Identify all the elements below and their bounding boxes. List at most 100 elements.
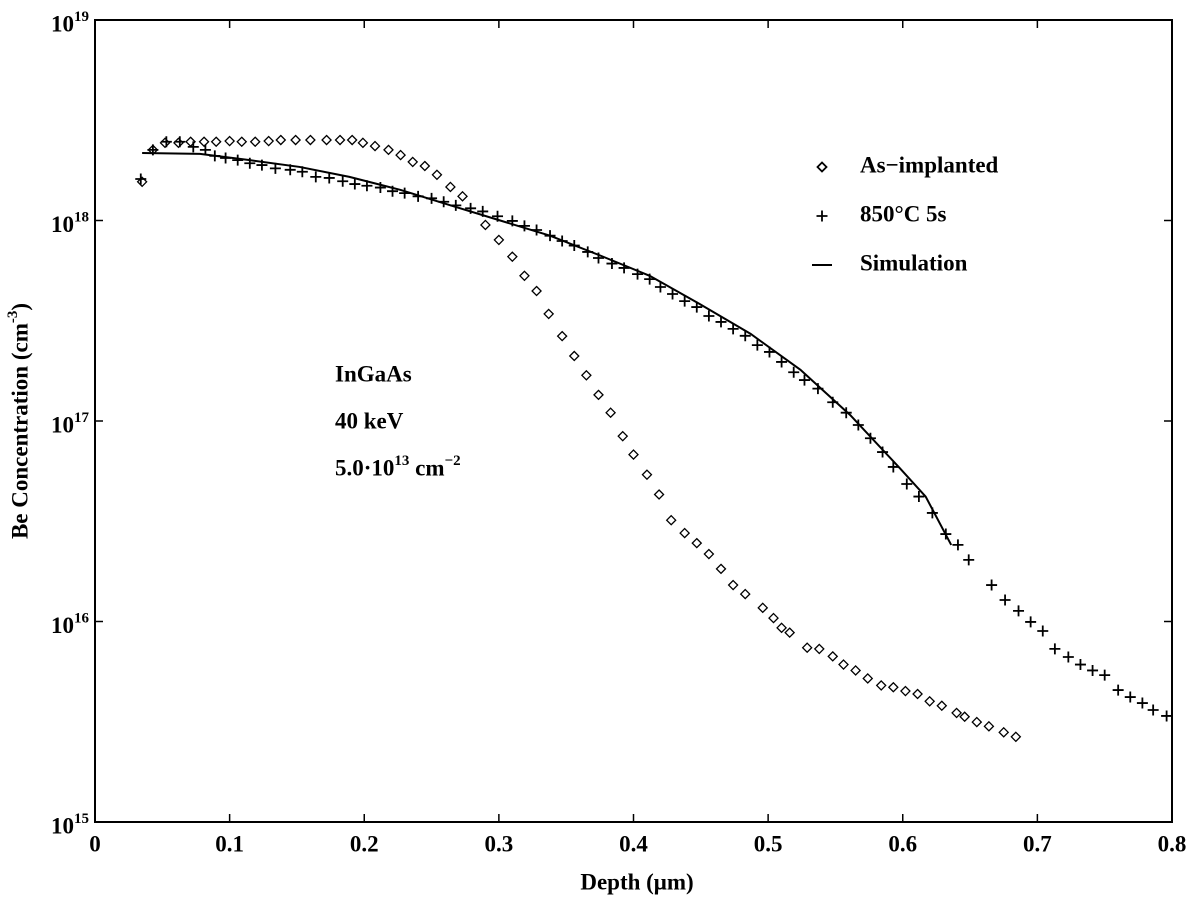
data-point bbox=[383, 144, 394, 156]
data-point bbox=[628, 449, 639, 461]
data-point bbox=[691, 537, 703, 549]
data-point bbox=[605, 407, 617, 419]
data-point bbox=[1087, 664, 1099, 676]
data-point bbox=[887, 461, 899, 473]
data-point bbox=[1074, 659, 1086, 671]
data-point bbox=[493, 234, 505, 246]
x-tick-label: 0.3 bbox=[485, 831, 514, 856]
x-tick-label: 0.5 bbox=[754, 831, 783, 856]
data-point bbox=[304, 134, 316, 146]
data-point bbox=[703, 548, 715, 560]
data-point bbox=[1112, 684, 1124, 696]
data-point bbox=[457, 190, 468, 202]
data-point bbox=[924, 695, 936, 707]
data-point bbox=[999, 594, 1011, 606]
data-point bbox=[210, 136, 222, 148]
data-point bbox=[667, 288, 679, 300]
x-tick-label: 0.2 bbox=[350, 831, 379, 856]
data-point bbox=[715, 563, 727, 575]
data-point bbox=[813, 643, 825, 655]
data-point bbox=[983, 720, 995, 732]
data-point bbox=[757, 602, 769, 614]
x-tick-label: 0.1 bbox=[215, 831, 244, 856]
data-point bbox=[751, 339, 763, 351]
legend-label: 850°C 5s bbox=[860, 201, 947, 226]
annotation: 5.0·1013 cm−2 bbox=[335, 453, 461, 480]
data-point bbox=[654, 281, 666, 293]
data-point bbox=[323, 172, 335, 184]
data-point bbox=[936, 700, 948, 712]
data-point bbox=[776, 622, 788, 634]
simulation-line bbox=[142, 152, 953, 546]
data-point bbox=[407, 156, 419, 168]
data-point bbox=[1062, 651, 1074, 663]
data-point bbox=[136, 176, 148, 188]
data-point bbox=[431, 169, 443, 181]
data-point bbox=[998, 726, 1010, 738]
data-point bbox=[739, 330, 751, 342]
data-point bbox=[827, 650, 839, 662]
data-point bbox=[864, 432, 876, 444]
data-point bbox=[395, 149, 407, 161]
y-tick-label: 1017 bbox=[51, 410, 90, 437]
data-point bbox=[768, 612, 779, 624]
data-point bbox=[679, 295, 691, 307]
data-point bbox=[321, 134, 332, 146]
annotation: InGaAs bbox=[335, 361, 412, 386]
legend-label: Simulation bbox=[860, 250, 968, 275]
data-point bbox=[788, 366, 800, 378]
data-point bbox=[887, 681, 899, 693]
data-point bbox=[617, 430, 629, 442]
data-point bbox=[1025, 616, 1037, 628]
y-axis-label: Be Concentration (cm-3) bbox=[5, 303, 32, 539]
data-point bbox=[1010, 731, 1022, 743]
data-point bbox=[801, 642, 813, 654]
legend-symbol bbox=[816, 161, 828, 173]
data-point bbox=[275, 134, 287, 146]
data-point bbox=[1037, 625, 1049, 637]
legend-symbol bbox=[816, 210, 828, 222]
y-tick-label: 1015 bbox=[51, 811, 89, 838]
data-point bbox=[959, 711, 971, 723]
y-tick-label: 1019 bbox=[51, 9, 89, 36]
data-point bbox=[290, 134, 302, 146]
data-point bbox=[1099, 669, 1111, 681]
data-point bbox=[850, 665, 862, 676]
data-point bbox=[224, 135, 236, 147]
data-point bbox=[479, 219, 491, 231]
data-point bbox=[531, 285, 542, 297]
data-point bbox=[679, 527, 691, 539]
data-point bbox=[913, 491, 925, 503]
data-point bbox=[419, 160, 431, 172]
data-point bbox=[263, 135, 275, 147]
data-point bbox=[912, 688, 923, 700]
data-point bbox=[187, 141, 199, 153]
data-point bbox=[543, 308, 555, 320]
data-point bbox=[862, 673, 874, 684]
data-point bbox=[653, 489, 665, 500]
data-point bbox=[1049, 643, 1061, 655]
data-point bbox=[135, 173, 147, 185]
data-point bbox=[357, 137, 369, 149]
data-point bbox=[877, 446, 889, 458]
data-point bbox=[739, 588, 751, 600]
data-point bbox=[776, 356, 788, 368]
data-point bbox=[232, 154, 244, 166]
data-point bbox=[727, 579, 739, 591]
data-point bbox=[349, 178, 361, 190]
data-point bbox=[1136, 697, 1148, 709]
data-point bbox=[952, 539, 964, 551]
y-tick-label: 1018 bbox=[51, 210, 89, 237]
data-point bbox=[986, 579, 998, 591]
data-point bbox=[159, 137, 171, 149]
x-tick-label: 0.8 bbox=[1158, 831, 1187, 856]
y-tick-label: 1016 bbox=[51, 611, 90, 638]
data-point bbox=[951, 707, 963, 719]
data-point bbox=[249, 136, 261, 148]
data-point bbox=[568, 350, 580, 362]
data-point bbox=[310, 171, 322, 183]
data-point bbox=[173, 137, 184, 149]
x-tick-label: 0.4 bbox=[619, 831, 648, 856]
data-point bbox=[838, 659, 849, 670]
